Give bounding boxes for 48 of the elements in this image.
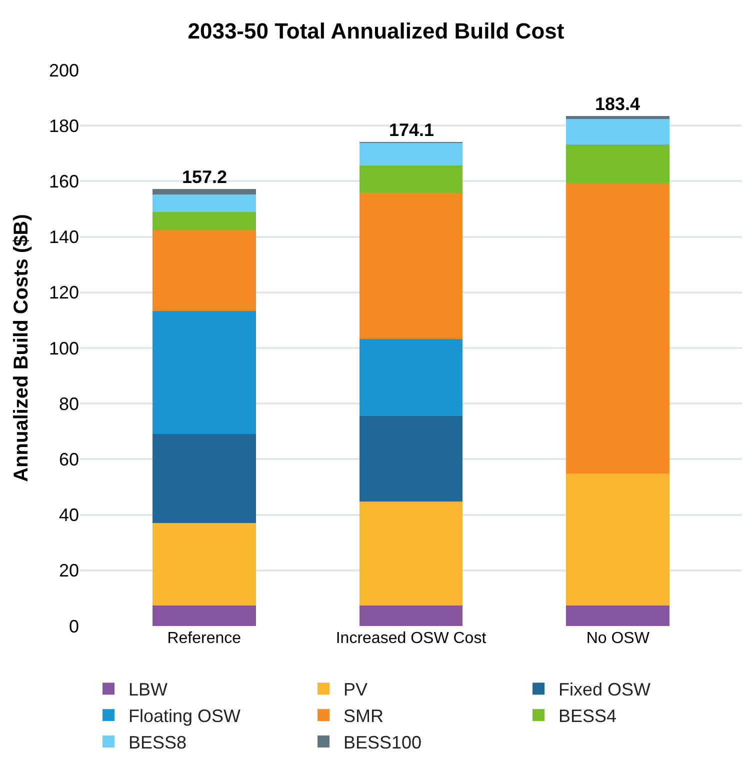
bar <box>566 144 670 184</box>
bar <box>566 184 670 474</box>
bar <box>152 194 256 212</box>
y-tick-label: 180 <box>48 116 79 136</box>
legend-label: BESS8 <box>128 732 187 752</box>
bar <box>359 502 463 606</box>
y-tick-label: 80 <box>58 394 79 414</box>
legend-label: BESS4 <box>558 706 617 726</box>
y-tick-label: 0 <box>68 616 79 636</box>
bar <box>359 606 463 626</box>
legend-label: SMR <box>344 706 384 726</box>
bar <box>359 192 463 340</box>
y-axis-title: Annualized Build Costs ($B) <box>10 214 32 482</box>
y-tick-label: 140 <box>48 227 79 248</box>
bar <box>566 606 670 626</box>
x-tick-label: No OSW <box>586 630 650 647</box>
y-tick-label: 20 <box>58 560 79 581</box>
total-label: 174.1 <box>389 120 434 140</box>
total-label: 157.2 <box>182 167 228 187</box>
bar <box>359 339 463 416</box>
y-tick-label: 160 <box>48 172 79 192</box>
legend-label: LBW <box>128 680 168 700</box>
x-tick-label: Increased OSW Cost <box>336 630 487 647</box>
legend-label: Floating OSW <box>128 706 241 726</box>
bar <box>566 474 670 606</box>
bar <box>359 166 463 193</box>
y-tick-label: 120 <box>48 282 79 303</box>
bar <box>359 142 463 166</box>
bar <box>152 230 256 311</box>
legend-label: PV <box>344 680 368 700</box>
y-tick-label: 60 <box>58 450 79 470</box>
legend-label: BESS100 <box>344 732 422 752</box>
bar <box>152 523 256 606</box>
total-label: 183.4 <box>595 94 640 114</box>
bar <box>152 188 256 194</box>
bar <box>152 434 256 524</box>
bar <box>152 310 256 434</box>
y-tick-label: 100 <box>48 338 79 358</box>
x-tick-label: Reference <box>167 630 242 647</box>
bar <box>152 606 256 626</box>
bar <box>566 116 670 120</box>
y-tick-label: 40 <box>58 505 79 526</box>
bar <box>359 416 463 502</box>
legend-label: Fixed OSW <box>558 680 651 700</box>
bar <box>152 212 256 230</box>
bar <box>566 119 670 144</box>
y-tick-label: 200 <box>48 60 79 80</box>
chart-title: 2033-50 Total Annualized Build Cost <box>188 18 565 44</box>
